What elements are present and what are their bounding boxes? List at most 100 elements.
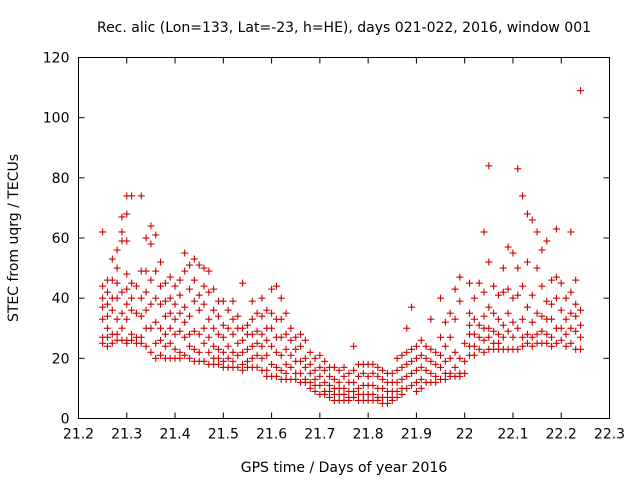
- data-point: [509, 333, 517, 341]
- data-point: [287, 336, 295, 344]
- data-point: [350, 393, 358, 401]
- data-point: [282, 360, 290, 368]
- data-point: [214, 345, 222, 353]
- data-point: [200, 264, 208, 272]
- x-tick-label: 22.1: [497, 427, 528, 443]
- data-point: [494, 330, 502, 338]
- data-point: [369, 390, 377, 398]
- data-point: [123, 270, 131, 278]
- data-point: [219, 348, 227, 356]
- data-point: [340, 384, 348, 392]
- data-point: [152, 267, 160, 275]
- data-point: [577, 333, 585, 341]
- data-point: [239, 336, 247, 344]
- data-point: [166, 294, 174, 302]
- data-point: [485, 333, 493, 341]
- data-point: [272, 282, 280, 290]
- data-point: [195, 306, 203, 314]
- data-point: [210, 342, 218, 350]
- data-point: [470, 330, 478, 338]
- y-tick-label: 40: [52, 291, 70, 307]
- data-point: [214, 360, 222, 368]
- data-point: [297, 330, 305, 338]
- data-point: [142, 288, 150, 296]
- data-point: [567, 324, 575, 332]
- data-point: [200, 282, 208, 290]
- data-point: [538, 312, 546, 320]
- data-point: [195, 330, 203, 338]
- data-point: [417, 336, 425, 344]
- data-point: [393, 393, 401, 401]
- data-point: [408, 345, 416, 353]
- data-point: [157, 324, 165, 332]
- data-point: [466, 309, 474, 317]
- data-point: [557, 306, 565, 314]
- data-point: [157, 258, 165, 266]
- data-point: [118, 213, 126, 221]
- data-point: [490, 282, 498, 290]
- data-point: [181, 249, 189, 257]
- data-point: [301, 354, 309, 362]
- data-point: [417, 375, 425, 383]
- y-tick-label: 20: [52, 351, 70, 367]
- data-point: [137, 294, 145, 302]
- data-point: [504, 309, 512, 317]
- data-point: [354, 372, 362, 380]
- data-point: [186, 285, 194, 293]
- data-point: [210, 324, 218, 332]
- data-point: [253, 327, 261, 335]
- data-point: [161, 279, 169, 287]
- data-point: [577, 345, 585, 353]
- data-point: [263, 306, 271, 314]
- data-point: [248, 297, 256, 305]
- data-point: [514, 324, 522, 332]
- data-point: [297, 357, 305, 365]
- data-point: [147, 276, 155, 284]
- data-point: [466, 279, 474, 287]
- data-point: [268, 324, 276, 332]
- data-point: [494, 339, 502, 347]
- data-point: [499, 288, 507, 296]
- axes: 21.2 21.3 21.4 21.5 21.6 21.7 21.8 21.9 22 22.1 22…: [43, 51, 625, 443]
- data-point: [248, 330, 256, 338]
- data-point: [103, 342, 111, 350]
- data-point: [128, 336, 136, 344]
- data-point: [306, 360, 314, 368]
- data-point: [181, 303, 189, 311]
- data-point: [195, 348, 203, 356]
- data-point: [461, 357, 469, 365]
- data-point: [572, 327, 580, 335]
- data-point: [243, 357, 251, 365]
- data-point: [427, 345, 435, 353]
- plot-frame: [78, 57, 610, 419]
- data-point: [446, 354, 454, 362]
- data-point: [137, 312, 145, 320]
- data-point: [451, 363, 459, 371]
- data-point: [282, 345, 290, 353]
- data-point: [330, 375, 338, 383]
- data-point: [374, 363, 382, 371]
- data-point: [374, 372, 382, 380]
- y-tick-label: 80: [52, 171, 70, 187]
- data-point: [181, 318, 189, 326]
- data-point: [205, 267, 213, 275]
- data-point: [190, 345, 198, 353]
- data-point: [427, 357, 435, 365]
- y-axis-title: STEC from uqrg / TECUs: [6, 154, 22, 322]
- x-tick-label: 21.7: [304, 427, 335, 443]
- data-point: [190, 276, 198, 284]
- data-point: [176, 309, 184, 317]
- data-point: [480, 288, 488, 296]
- data-point: [282, 309, 290, 317]
- data-point: [567, 288, 575, 296]
- data-point: [577, 306, 585, 314]
- data-point: [441, 357, 449, 365]
- data-point: [499, 333, 507, 341]
- data-point: [166, 309, 174, 317]
- x-tick-label: 22: [456, 427, 474, 443]
- data-point: [326, 393, 334, 401]
- data-point: [128, 294, 136, 302]
- data-point: [200, 357, 208, 365]
- data-point: [398, 375, 406, 383]
